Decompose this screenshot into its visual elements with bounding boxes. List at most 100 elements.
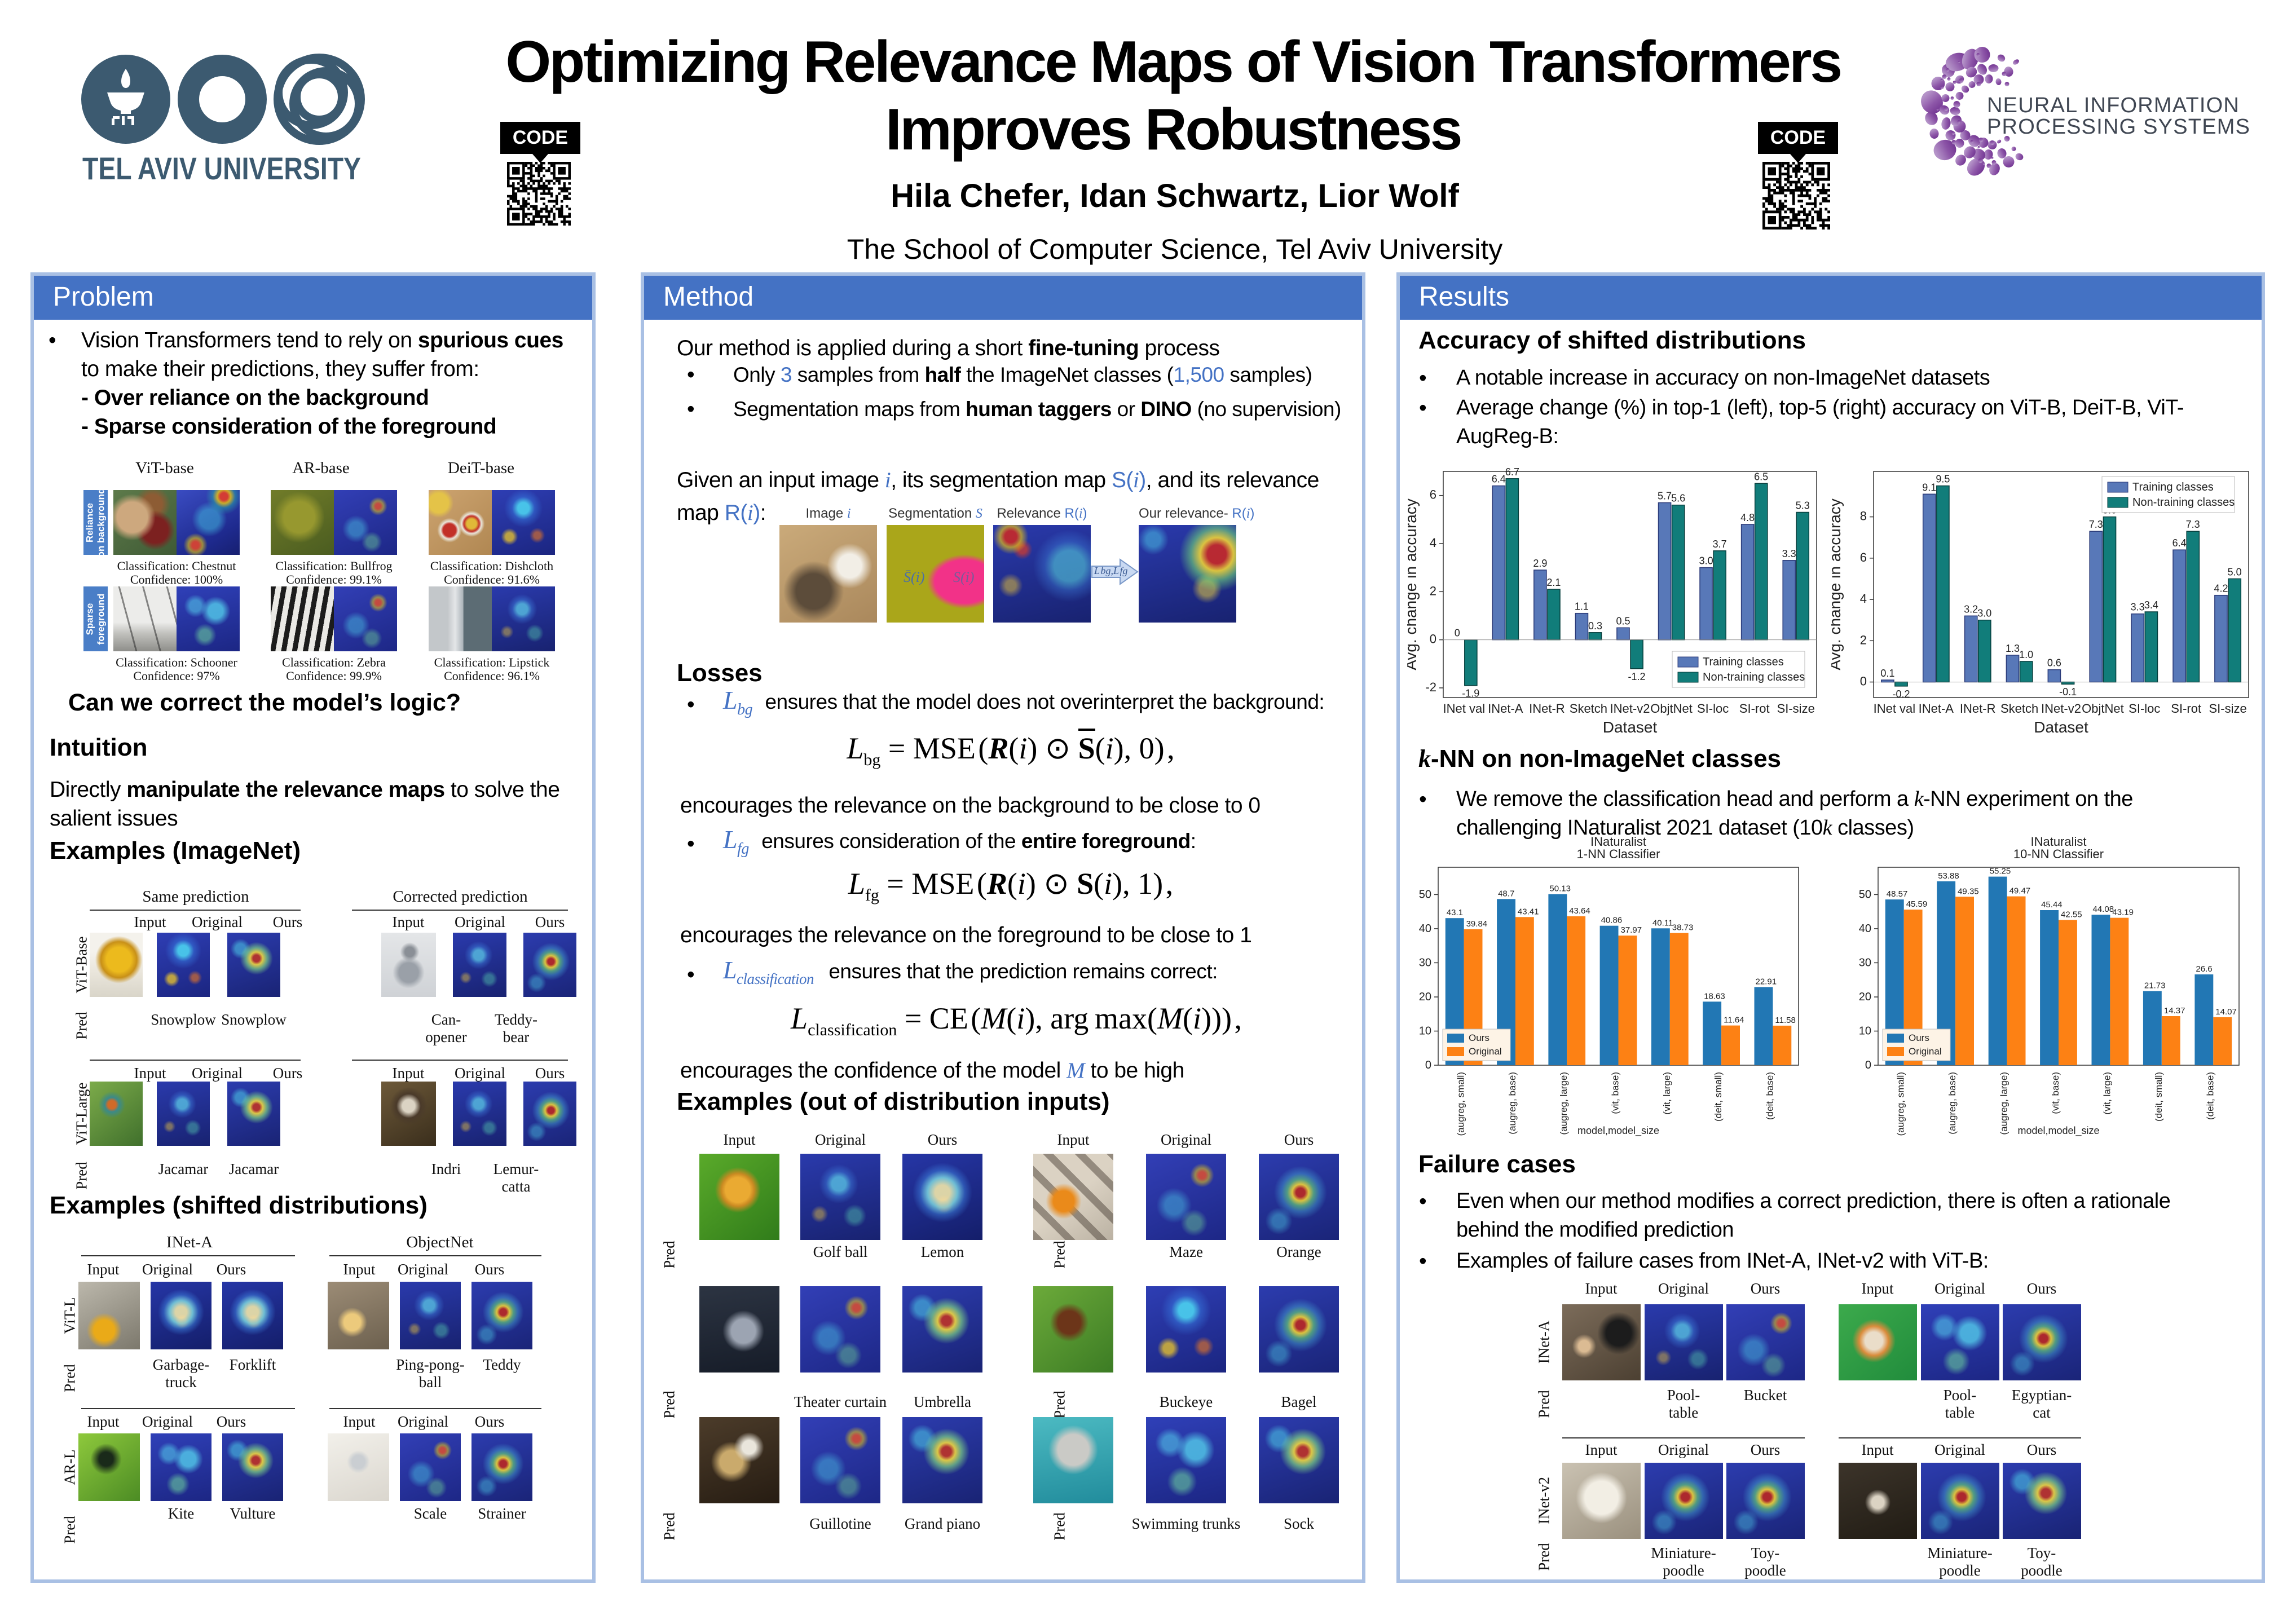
svg-text:3.3: 3.3 — [2131, 602, 2145, 613]
svg-text:INet-v2: INet-v2 — [2041, 701, 2081, 716]
svg-text:Non-training classes: Non-training classes — [1703, 671, 1805, 683]
svg-text:8: 8 — [1860, 509, 1867, 523]
svg-text:3.3: 3.3 — [1782, 548, 1796, 559]
svg-text:(augreg, large): (augreg, large) — [1558, 1072, 1569, 1135]
svg-text:(deit, base): (deit, base) — [1764, 1072, 1775, 1120]
svg-text:38.73: 38.73 — [1672, 923, 1694, 933]
svg-text:4: 4 — [1860, 592, 1867, 606]
svg-text:0.5: 0.5 — [1616, 615, 1630, 626]
svg-text:20: 20 — [1859, 991, 1871, 1003]
svg-text:Training classes: Training classes — [1703, 656, 1784, 668]
svg-text:INet val: INet val — [1874, 701, 1916, 716]
svg-text:(augreg, base): (augreg, base) — [1947, 1072, 1958, 1135]
svg-text:(vit, base): (vit, base) — [2050, 1072, 2061, 1114]
svg-text:(augreg, large): (augreg, large) — [1999, 1072, 2009, 1135]
svg-text:50: 50 — [1419, 888, 1431, 901]
svg-text:INet val: INet val — [1443, 701, 1486, 716]
svg-text:(augreg, small): (augreg, small) — [1896, 1072, 1906, 1136]
svg-text:7.3: 7.3 — [2186, 519, 2200, 530]
svg-text:3.0: 3.0 — [1977, 608, 1991, 619]
svg-text:45.59: 45.59 — [1906, 899, 1928, 909]
svg-text:0: 0 — [1865, 1059, 1871, 1071]
svg-text:6.4: 6.4 — [2172, 537, 2187, 549]
svg-text:22.91: 22.91 — [1756, 977, 1777, 986]
svg-text:43.1: 43.1 — [1447, 908, 1463, 917]
svg-text:3.0: 3.0 — [1699, 555, 1713, 567]
svg-text:14.37: 14.37 — [2164, 1006, 2185, 1016]
svg-text:18.63: 18.63 — [1704, 991, 1725, 1001]
svg-text:10: 10 — [1859, 1025, 1871, 1038]
svg-text:INaturalist: INaturalist — [1590, 835, 1646, 849]
svg-text:Training classes: Training classes — [2132, 481, 2214, 493]
svg-text:48.57: 48.57 — [1887, 889, 1908, 899]
svg-text:0.3: 0.3 — [1588, 620, 1602, 632]
svg-text:7.3: 7.3 — [2089, 519, 2103, 530]
svg-text:40.11: 40.11 — [1652, 918, 1673, 928]
svg-text:2.9: 2.9 — [1533, 558, 1547, 569]
svg-text:SI-loc: SI-loc — [1697, 701, 1729, 716]
svg-text:49.35: 49.35 — [1958, 886, 1979, 896]
svg-text:SI-loc: SI-loc — [2128, 701, 2160, 716]
svg-text:Avg. change in accuracy: Avg. change in accuracy — [1831, 498, 1844, 670]
svg-text:40: 40 — [1419, 923, 1431, 935]
svg-text:2: 2 — [1430, 584, 1436, 598]
svg-text:0: 0 — [1860, 674, 1867, 689]
svg-text:Original: Original — [1469, 1046, 1502, 1057]
svg-text:2.1: 2.1 — [1546, 577, 1561, 588]
svg-text:4.2: 4.2 — [2214, 583, 2228, 594]
svg-text:6: 6 — [1860, 550, 1867, 564]
svg-text:21.73: 21.73 — [2144, 981, 2166, 991]
svg-text:40.86: 40.86 — [1601, 916, 1623, 925]
svg-text:(augreg, base): (augreg, base) — [1507, 1072, 1518, 1135]
svg-text:1.1: 1.1 — [1575, 601, 1589, 612]
svg-text:Ours: Ours — [1469, 1032, 1489, 1043]
svg-text:4.8: 4.8 — [1740, 512, 1755, 523]
svg-text:30: 30 — [1859, 956, 1871, 969]
svg-text:3.7: 3.7 — [1713, 539, 1727, 550]
svg-text:6: 6 — [1430, 488, 1436, 502]
svg-text:model,model_size: model,model_size — [2017, 1125, 2099, 1137]
svg-text:43.41: 43.41 — [1518, 907, 1539, 916]
svg-text:55.25: 55.25 — [1990, 867, 2011, 876]
svg-text:TEL AVIV UNIVERSITY: TEL AVIV UNIVERSITY — [82, 151, 361, 186]
svg-text:-0.1: -0.1 — [2059, 686, 2077, 698]
svg-text:5.3: 5.3 — [1796, 500, 1810, 511]
svg-text:39.84: 39.84 — [1466, 919, 1488, 929]
svg-text:1.3: 1.3 — [2006, 643, 2020, 654]
svg-text:INet-R: INet-R — [1529, 701, 1565, 716]
svg-text:42.55: 42.55 — [2061, 910, 2082, 920]
svg-text:Ours: Ours — [1909, 1032, 1929, 1043]
svg-text:43.64: 43.64 — [1569, 906, 1590, 916]
svg-text:30: 30 — [1419, 956, 1431, 969]
svg-text:11.64: 11.64 — [1724, 1016, 1744, 1025]
svg-text:5.0: 5.0 — [2228, 566, 2242, 577]
svg-text:0: 0 — [1425, 1059, 1431, 1071]
svg-text:49.47: 49.47 — [2009, 886, 2031, 896]
svg-text:(vit, large): (vit, large) — [2101, 1072, 2112, 1115]
svg-text:SI-rot: SI-rot — [1739, 701, 1770, 716]
svg-text:(deit, base): (deit, base) — [2205, 1072, 2215, 1120]
svg-text:4: 4 — [1430, 536, 1436, 550]
svg-text:0.6: 0.6 — [2047, 657, 2061, 669]
svg-text:Original: Original — [1909, 1046, 1942, 1057]
svg-text:ObjtNet: ObjtNet — [2082, 701, 2124, 716]
svg-text:0: 0 — [1430, 632, 1436, 646]
svg-text:INet-A: INet-A — [1488, 701, 1523, 716]
svg-text:(deit, small): (deit, small) — [2153, 1072, 2164, 1122]
svg-text:ObjtNet: ObjtNet — [1650, 701, 1693, 716]
svg-text:3.2: 3.2 — [1964, 603, 1978, 615]
svg-text:53.88: 53.88 — [1938, 871, 1959, 881]
svg-text:48.7: 48.7 — [1498, 889, 1514, 898]
svg-text:INet-v2: INet-v2 — [1610, 701, 1650, 716]
svg-text:Dataset: Dataset — [1603, 718, 1658, 736]
svg-text:1-NN Classifier: 1-NN Classifier — [1577, 847, 1660, 861]
svg-text:6.5: 6.5 — [1754, 471, 1768, 482]
svg-text:6.4: 6.4 — [1492, 474, 1506, 485]
svg-text:5.6: 5.6 — [1671, 493, 1685, 504]
svg-text:50: 50 — [1859, 888, 1871, 901]
svg-text:L bg,L fg: L bg,L fg — [1094, 565, 1128, 576]
svg-text:(vit, base): (vit, base) — [1610, 1072, 1621, 1114]
svg-text:14.07: 14.07 — [2215, 1007, 2237, 1017]
svg-text:9.5: 9.5 — [1936, 474, 1950, 485]
svg-text:model,model_size: model,model_size — [1577, 1125, 1659, 1137]
